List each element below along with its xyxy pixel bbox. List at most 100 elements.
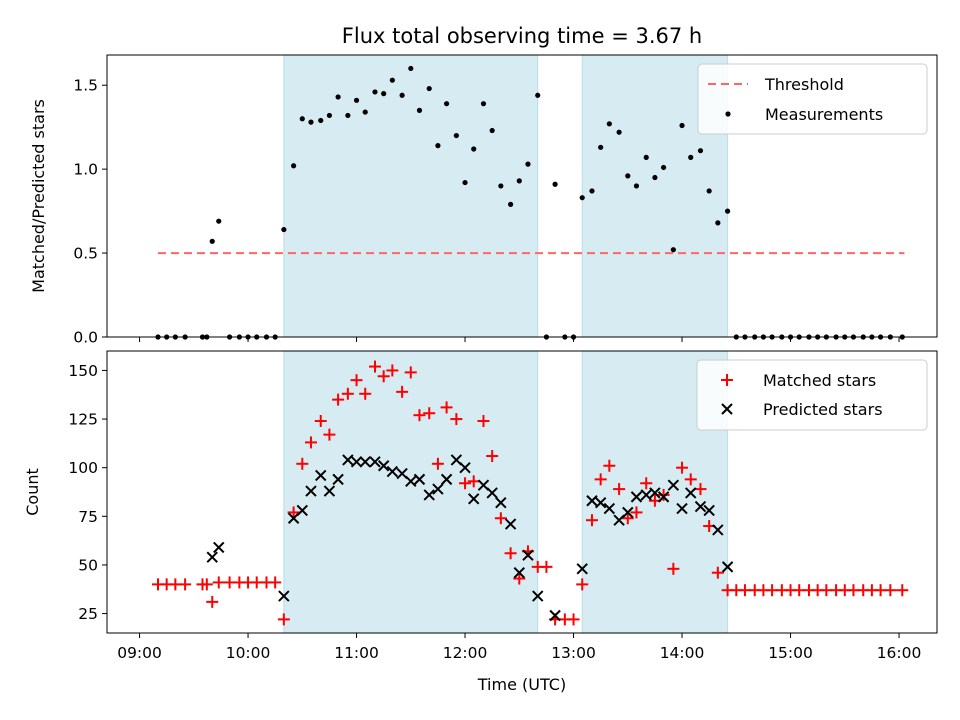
- matched-star-marker: [368, 360, 381, 373]
- legend-threshold-label: Threshold: [764, 75, 844, 94]
- matched-star-marker: [676, 461, 689, 474]
- predicted-star-marker: [459, 461, 471, 474]
- measurement-point: [688, 154, 694, 160]
- predicted-star-marker: [694, 500, 707, 513]
- top-panel: 0.0 0.5 1.0 1.5 Matched/Predicted stars Thr…: [29, 54, 938, 347]
- matched-star-marker: [179, 578, 192, 591]
- predicted-star-marker: [667, 479, 680, 491]
- predicted-star-marker: [213, 541, 225, 554]
- legend-measurements-swatch: [725, 111, 731, 117]
- measurement-point: [453, 132, 459, 139]
- matched-star-marker: [332, 393, 345, 406]
- measurement-point: [516, 178, 522, 184]
- predicted-star-marker: [305, 485, 317, 497]
- measurement-point: [209, 238, 215, 244]
- matched-star-marker: [341, 387, 354, 400]
- matched-star-marker: [413, 409, 426, 422]
- measurement-point: [335, 94, 341, 100]
- y-tick-label: 0.0: [73, 329, 98, 347]
- matched-star-marker: [540, 560, 553, 573]
- matched-star-marker: [486, 450, 499, 463]
- x-tick-label: 16:00: [877, 644, 922, 662]
- chart-title: Flux total observing time = 3.67 h: [342, 24, 702, 48]
- bottom-y-ticks: 25 50 75 100 125 150: [68, 362, 107, 623]
- measurement-point: [299, 116, 305, 122]
- matched-star-marker: [287, 506, 300, 519]
- legend-measurements-label: Measurements: [765, 105, 883, 124]
- predicted-star-marker: [721, 561, 734, 573]
- top-legend-box: [697, 63, 928, 135]
- measurement-point: [362, 109, 368, 115]
- measurement-point: [381, 91, 387, 97]
- matched-star-marker: [621, 512, 634, 525]
- matched-star-marker: [269, 576, 282, 589]
- predicted-star-marker: [712, 524, 724, 536]
- legend-predicted-swatch: [721, 403, 733, 415]
- matched-star-marker: [423, 407, 436, 420]
- predicted-star-marker: [622, 506, 634, 519]
- matched-star-marker: [711, 566, 724, 579]
- predicted-star-marker: [504, 518, 517, 530]
- matched-star-marker: [585, 514, 598, 527]
- measurement-point: [308, 119, 314, 125]
- y-tick-label: 1.5: [73, 77, 98, 95]
- shaded-interval: [283, 54, 539, 338]
- bottom-legend-box: [696, 359, 928, 431]
- matched-star-marker: [431, 457, 444, 470]
- matched-star-marker: [494, 512, 507, 525]
- predicted-star-marker: [676, 502, 688, 515]
- measurement-point: [725, 208, 731, 214]
- measurement-point: [508, 201, 514, 207]
- measurement-point: [589, 188, 595, 194]
- matched-star-marker: [504, 547, 517, 560]
- predicted-star-marker: [630, 491, 643, 503]
- measurement-point: [535, 92, 541, 98]
- measurement-point: [489, 127, 495, 134]
- legend-matched-label: Matched stars: [763, 371, 876, 390]
- x-axis-label: Time (UTC): [477, 675, 566, 694]
- measurement-point: [372, 89, 378, 95]
- top-y-axis-label: Matched/Predicted stars: [29, 99, 48, 293]
- bottom-axes-frame: [106, 350, 938, 634]
- matched-star-marker: [404, 366, 417, 379]
- matched-star-marker: [350, 374, 363, 387]
- matched-star-marker: [603, 459, 616, 472]
- x-tick-label: 14:00: [660, 644, 705, 662]
- predicted-star-marker: [332, 473, 344, 486]
- predicted-star-marker: [549, 609, 561, 622]
- predicted-star-marker: [576, 563, 588, 575]
- predicted-star-marker: [468, 493, 480, 505]
- y-tick-label: 50: [78, 556, 98, 574]
- y-tick-label: 100: [68, 459, 98, 477]
- predicted-star-marker: [495, 496, 507, 509]
- measurement-point: [416, 107, 423, 113]
- y-tick-label: 0.5: [73, 245, 98, 263]
- y-tick-label: 150: [68, 362, 98, 380]
- x-tick-label: 12:00: [443, 644, 488, 662]
- legend-predicted-label: Predicted stars: [763, 400, 883, 419]
- predicted-star-marker: [513, 567, 525, 579]
- predicted-star-marker: [603, 502, 616, 515]
- top-legend: Threshold Measurements: [697, 63, 928, 135]
- measurement-point: [471, 146, 477, 152]
- measurement-point: [480, 101, 487, 107]
- matched-star-marker: [640, 477, 653, 490]
- measurement-point: [697, 148, 704, 154]
- matched-star-marker: [200, 578, 213, 591]
- measurement-point: [281, 226, 287, 233]
- x-tick-label: 10:00: [226, 644, 271, 662]
- measurement-point: [598, 144, 604, 150]
- measurement-point: [426, 85, 432, 92]
- measurement-point: [525, 161, 531, 167]
- measurement-point: [389, 77, 395, 83]
- x-tick-label: 13:00: [551, 644, 596, 662]
- predicted-star-marker: [342, 454, 354, 466]
- matched-star-marker: [277, 613, 290, 626]
- x-tick-label: 11:00: [334, 644, 379, 662]
- predicted-star-marker: [377, 460, 390, 472]
- measurement-point: [660, 164, 667, 171]
- measurement-point: [679, 122, 685, 129]
- measurement-point: [498, 183, 504, 189]
- top-shaded-intervals: [283, 54, 729, 338]
- top-x-ticks: [139, 337, 900, 342]
